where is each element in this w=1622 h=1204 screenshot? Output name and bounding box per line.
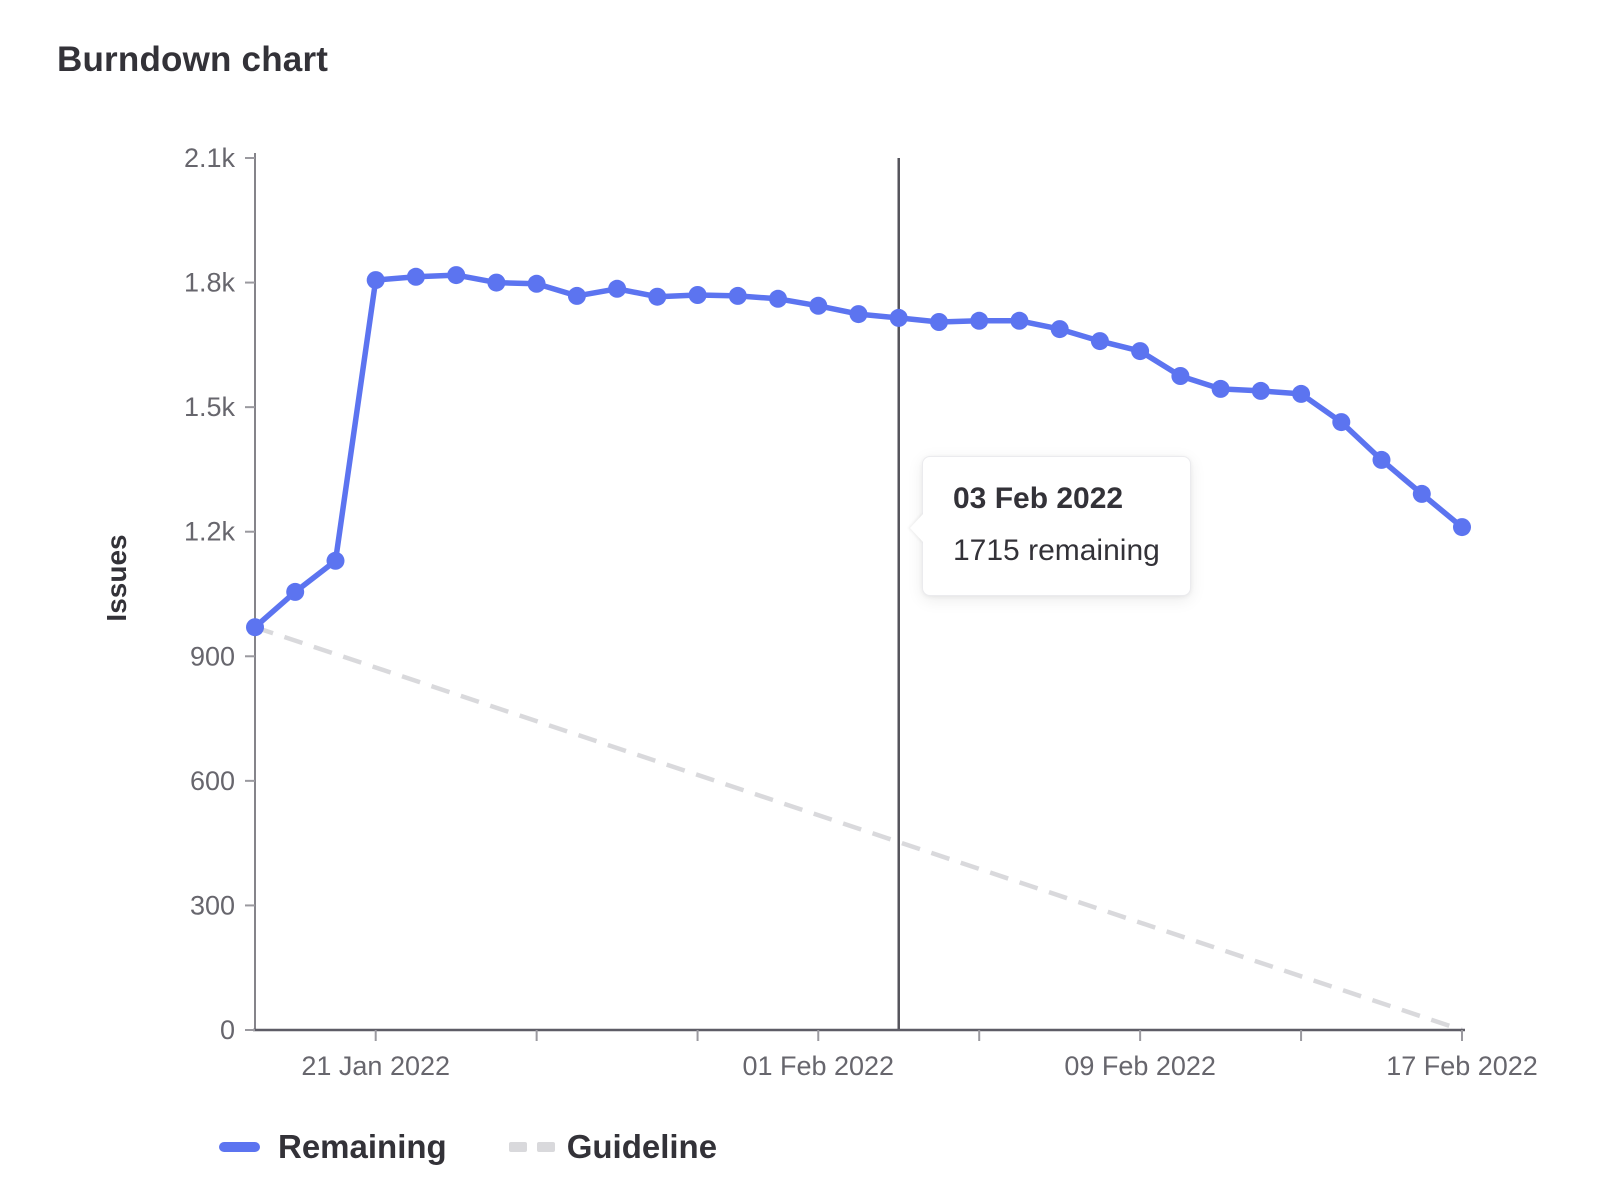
remaining-point (809, 296, 828, 315)
chart-legend: Remaining Guideline (219, 1128, 717, 1166)
x-tick-label: 17 Feb 2022 (1386, 1051, 1538, 1081)
y-tick-label: 1.8k (184, 268, 236, 298)
remaining-point (648, 287, 667, 306)
guideline-dash-swatch-icon (508, 1142, 555, 1152)
legend-label-guideline: Guideline (566, 1128, 718, 1165)
remaining-point (527, 274, 546, 293)
legend-item-remaining[interactable]: Remaining (219, 1128, 447, 1166)
remaining-line (252, 272, 1465, 630)
remaining-point (970, 311, 989, 330)
remaining-point (1010, 311, 1029, 330)
x-tick-label: 01 Feb 2022 (742, 1051, 894, 1081)
legend-item-guideline[interactable]: Guideline (508, 1128, 718, 1166)
remaining-point (930, 313, 948, 331)
tooltip-caret-icon (910, 513, 924, 543)
remaining-point (688, 286, 707, 304)
remaining-point (728, 286, 747, 305)
remaining-point (1372, 450, 1391, 469)
remaining-point (1332, 413, 1351, 432)
remaining-point (447, 266, 466, 285)
remaining-point (567, 286, 586, 305)
remaining-line-swatch-icon (219, 1142, 260, 1152)
remaining-point (406, 267, 425, 286)
remaining-point (1050, 320, 1069, 339)
remaining-point (1292, 384, 1311, 403)
y-tick-label: 2.1k (184, 143, 236, 173)
remaining-point (1131, 342, 1150, 361)
legend-label-remaining: Remaining (278, 1128, 447, 1165)
remaining-point (1090, 332, 1109, 351)
remaining-point (1453, 518, 1471, 537)
remaining-point (1211, 379, 1230, 398)
remaining-point (326, 551, 345, 570)
remaining-point (889, 308, 908, 327)
chart-tooltip: 03 Feb 2022 1715 remaining (910, 456, 1191, 596)
remaining-point (1171, 367, 1190, 385)
y-tick-label: 0 (220, 1015, 235, 1045)
y-tick-label: 1.5k (184, 392, 236, 422)
y-axis-title: Issues (101, 534, 132, 622)
remaining-point (1251, 381, 1270, 400)
page-title: Burndown chart (57, 40, 329, 79)
guideline-line (254, 625, 1463, 1033)
tooltip-value: 1715 remaining (953, 534, 1160, 567)
x-tick-label: 09 Feb 2022 (1064, 1051, 1216, 1081)
y-tick-label: 600 (190, 766, 235, 796)
remaining-point (608, 279, 627, 298)
remaining-point (487, 273, 506, 292)
y-tick-label: 300 (190, 890, 235, 920)
remaining-point (246, 618, 264, 637)
remaining-point (849, 305, 868, 324)
y-tick-label: 900 (190, 641, 235, 671)
remaining-point (1412, 484, 1431, 503)
y-tick-label: 1.2k (184, 517, 236, 547)
remaining-point (286, 582, 305, 601)
remaining-point (769, 289, 787, 308)
tooltip-date: 03 Feb 2022 (953, 482, 1124, 515)
x-tick-label: 21 Jan 2022 (301, 1051, 450, 1081)
remaining-point (366, 271, 385, 290)
